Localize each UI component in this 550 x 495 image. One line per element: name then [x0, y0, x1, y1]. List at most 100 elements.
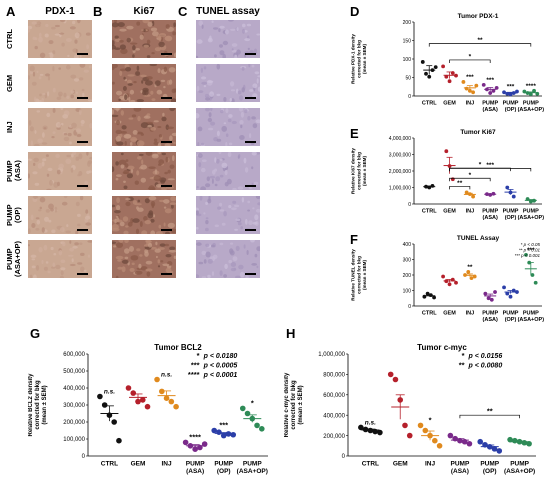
panel-letter-d: D [350, 4, 360, 19]
column-title-ki67: Ki67 [133, 6, 155, 17]
legend-text: p < 0.0005 [203, 363, 238, 370]
scale-bar [245, 273, 256, 275]
x-tick-label: PUMP [503, 311, 519, 317]
y-tick-label: 1,000,000 [389, 185, 411, 191]
x-tick-label: PUMP [186, 461, 205, 468]
data-point [116, 437, 122, 444]
y-axis-label-line: Relative PDX-1 density [351, 34, 356, 84]
data-point [491, 446, 498, 452]
legend-stars: * [462, 351, 465, 360]
legend-stars: **** [188, 370, 200, 379]
x-tick-label: (OP) [483, 468, 497, 475]
chart-h: Tumor c-myc Relative c-myc density correct… [284, 343, 536, 475]
data-point [515, 89, 519, 94]
data-point [427, 74, 432, 79]
y-axis-label-line: (mean ± SEM) [42, 385, 48, 424]
x-tick-label: GEM [443, 311, 456, 317]
significance-label: *** [507, 84, 515, 91]
row-label: PUMP (ASA+OP) [5, 240, 22, 278]
data-point [530, 273, 535, 277]
legend-text: p < 0.0080 [468, 363, 503, 370]
y-tick-label: 50 [405, 75, 411, 81]
x-tick-label: PUMP [451, 461, 470, 468]
micrograph-pdx-1 [28, 64, 92, 102]
x-tick-label: (ASA+OP) [518, 317, 545, 323]
chart-title: Tumor PDX-1 [458, 13, 499, 20]
data-point [436, 443, 443, 449]
y-axis-label-line: Relative TUNEL density [351, 249, 356, 301]
x-tick-label: INJ [466, 209, 475, 215]
data-point [481, 83, 486, 87]
y-tick-label: 800,000 [323, 373, 345, 379]
micrograph-pdx-0 [28, 20, 92, 58]
data-point [254, 422, 260, 429]
data-point [424, 71, 428, 76]
data-point [392, 376, 399, 383]
data-point [417, 422, 424, 429]
column-title-pdx1: PDX-1 [45, 6, 75, 17]
scale-bar [161, 53, 172, 55]
x-tick-label: (ASA) [483, 107, 498, 113]
x-tick-label: (OP) [505, 107, 517, 113]
column-title-tunel: TUNEL assay [196, 6, 260, 17]
y-axis-label-line: Relative c-myc density [284, 372, 290, 437]
y-tick-label: 400 [403, 242, 412, 248]
scale-bar [245, 141, 256, 143]
data-point [441, 64, 445, 69]
x-tick-label: GEM [443, 101, 456, 107]
scale-bar [245, 53, 256, 55]
micrograph-ki-0 [112, 20, 176, 58]
y-tick-label: 0 [408, 202, 411, 208]
data-point [358, 424, 364, 431]
y-tick-label: 400,000 [323, 413, 345, 419]
y-tick-label: 100 [403, 288, 412, 294]
data-point [402, 422, 408, 429]
bracket-label: ** [478, 37, 484, 44]
row-label: INJ [5, 121, 14, 133]
micrograph-tunel-5 [196, 240, 260, 278]
chart-f: TUNEL Assay Relative TUNEL density correct… [351, 235, 545, 323]
y-axis-label-line: Relative BCL2 density [28, 373, 34, 437]
significance-label: ** [467, 264, 473, 271]
significance-label: *** [486, 77, 494, 84]
data-point [505, 185, 510, 190]
panel-letter-a: A [6, 4, 16, 19]
chart-title: Tumor Ki67 [460, 129, 496, 136]
x-tick-label: PUMP [503, 209, 519, 215]
y-tick-label: 100,000 [63, 437, 85, 443]
micrograph-ki-4 [112, 196, 176, 234]
scale-bar [77, 97, 88, 99]
bracket-label: * [469, 172, 472, 179]
x-tick-label: PUMP [243, 461, 262, 468]
data-point [471, 90, 476, 95]
panel-letter-g: G [30, 326, 41, 341]
data-point [471, 194, 476, 199]
micrograph-tunel-1 [196, 64, 260, 102]
data-point [464, 86, 469, 91]
scale-bar [77, 229, 88, 231]
legend-stars: *** [191, 361, 200, 370]
micrograph-ki-3 [112, 152, 176, 190]
significance-bracket [459, 414, 520, 419]
legend-entry: * p < 0.05 [521, 242, 541, 247]
data-point [406, 432, 413, 439]
y-tick-label: 100 [403, 57, 412, 63]
x-tick-label: (ASA) [483, 215, 498, 221]
bracket-label: *** [486, 162, 494, 169]
data-point [432, 437, 438, 444]
micrograph-tunel-0 [196, 20, 260, 58]
data-point [486, 296, 491, 301]
significance-label: n.s. [161, 372, 172, 379]
data-point [173, 403, 179, 410]
significance-label: n.s. [365, 419, 376, 426]
chart-e: Tumor Ki67 Relative Ki67 density corrected… [351, 129, 545, 221]
significance-bracket [449, 168, 532, 172]
significance-label: **** [189, 432, 201, 441]
x-tick-label: PUMP [482, 209, 498, 215]
y-tick-label: 300,000 [63, 403, 85, 409]
data-point [477, 438, 484, 445]
micrograph-ki-5 [112, 240, 176, 278]
x-tick-label: (ASA+OP) [518, 107, 545, 113]
scale-bar [245, 229, 256, 231]
y-axis-label-line: corrected for bkg [356, 256, 361, 294]
